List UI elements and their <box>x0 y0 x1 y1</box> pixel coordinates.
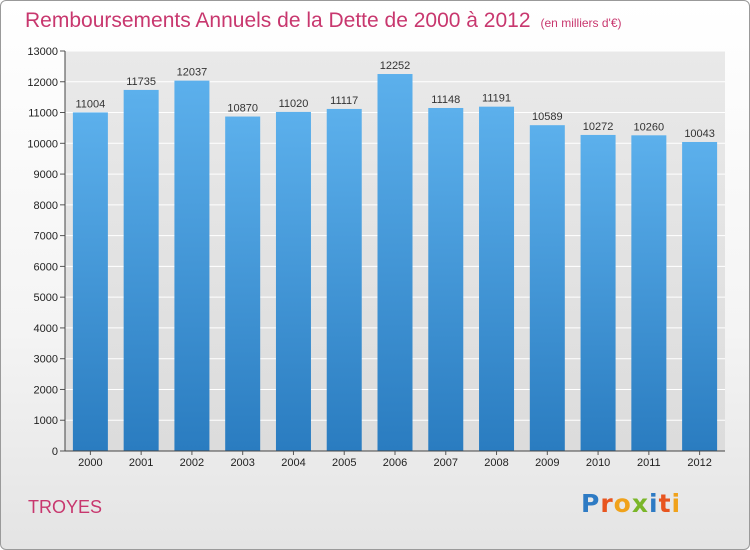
bar-value-label: 12252 <box>380 60 411 72</box>
bar <box>174 80 210 451</box>
logo-letter: r <box>600 489 614 518</box>
bar <box>529 125 565 451</box>
y-tick-label: 8000 <box>34 200 58 212</box>
bar <box>225 116 261 452</box>
bar-value-label: 11020 <box>279 98 309 110</box>
x-tick-label: 2003 <box>230 457 254 469</box>
chart-title-main: Remboursements Annuels de la Dette de 20… <box>25 9 531 32</box>
bar <box>682 141 718 451</box>
y-tick-label: 1000 <box>34 415 58 427</box>
x-tick-label: 2000 <box>78 457 102 469</box>
bar <box>123 89 159 451</box>
x-tick-label: 2005 <box>332 457 356 469</box>
bar-value-label: 10260 <box>634 121 665 133</box>
x-tick-label: 2010 <box>586 457 610 469</box>
logo-letter: x <box>631 489 649 518</box>
y-tick-label: 5000 <box>34 292 58 304</box>
x-tick-label: 2006 <box>383 457 407 469</box>
y-tick-label: 12000 <box>27 77 58 89</box>
y-tick-label: 11000 <box>28 108 58 120</box>
logo-letter: P <box>581 489 601 518</box>
bar <box>72 112 108 452</box>
y-tick-label: 9000 <box>34 169 58 181</box>
y-tick-label: 0 <box>52 446 58 458</box>
bar-value-label: 10870 <box>227 103 258 115</box>
bar-value-label: 11004 <box>75 98 105 110</box>
bar-value-label: 12037 <box>177 67 208 79</box>
logo-letter: i <box>649 489 659 518</box>
x-tick-label: 2011 <box>637 457 661 469</box>
bar-value-label: 11735 <box>126 76 156 88</box>
bar-value-label: 11191 <box>482 93 511 105</box>
x-tick-label: 2002 <box>180 457 204 469</box>
chart-title-unit: (en milliers d'€) <box>540 16 622 30</box>
bar <box>428 107 464 451</box>
y-tick-label: 2000 <box>34 384 58 396</box>
y-tick-label: 4000 <box>34 323 58 335</box>
bar-value-label: 11117 <box>330 95 358 107</box>
y-axis: 0 1000 2000 3000 4000 5000 6000 7000 8000 9000 100… <box>27 46 66 458</box>
bar <box>377 74 413 451</box>
y-tick-label: 6000 <box>34 261 58 273</box>
x-tick-label: 2009 <box>535 457 559 469</box>
y-tick-label: 7000 <box>34 231 58 243</box>
logo-letter: i <box>671 489 682 518</box>
bar-value-label: 11148 <box>431 94 460 106</box>
x-axis: 2000 2001 2002 2003 2004 2005 2006 2007 2008 2009… <box>65 450 725 469</box>
bar-value-label: 10589 <box>532 111 563 123</box>
y-tick-label: 3000 <box>34 354 58 366</box>
x-tick-label: 2008 <box>484 457 508 469</box>
chart-title: Remboursements Annuels de la Dette de 20… <box>25 9 622 33</box>
city-label: TROYES <box>28 497 103 517</box>
y-tick-label: 13000 <box>27 46 58 58</box>
bar-value-label: 10043 <box>684 128 715 140</box>
bar <box>631 135 667 452</box>
bars: 11004 11735 12037 10870 11020 11117 12252 11148… <box>72 60 718 452</box>
x-tick-label: 2007 <box>434 457 458 469</box>
logo-letter: t <box>658 489 672 518</box>
bar <box>580 134 616 451</box>
logo-letter: o <box>613 489 632 518</box>
bar <box>275 111 311 451</box>
y-tick-label: 10000 <box>27 138 58 150</box>
x-tick-label: 2001 <box>129 457 153 469</box>
bar <box>479 106 515 452</box>
proxiti-logo: Proxiti <box>581 489 681 518</box>
x-tick-label: 2004 <box>281 457 305 469</box>
bar <box>326 108 362 451</box>
bar-value-label: 10272 <box>583 121 614 133</box>
x-tick-label: 2012 <box>687 457 711 469</box>
